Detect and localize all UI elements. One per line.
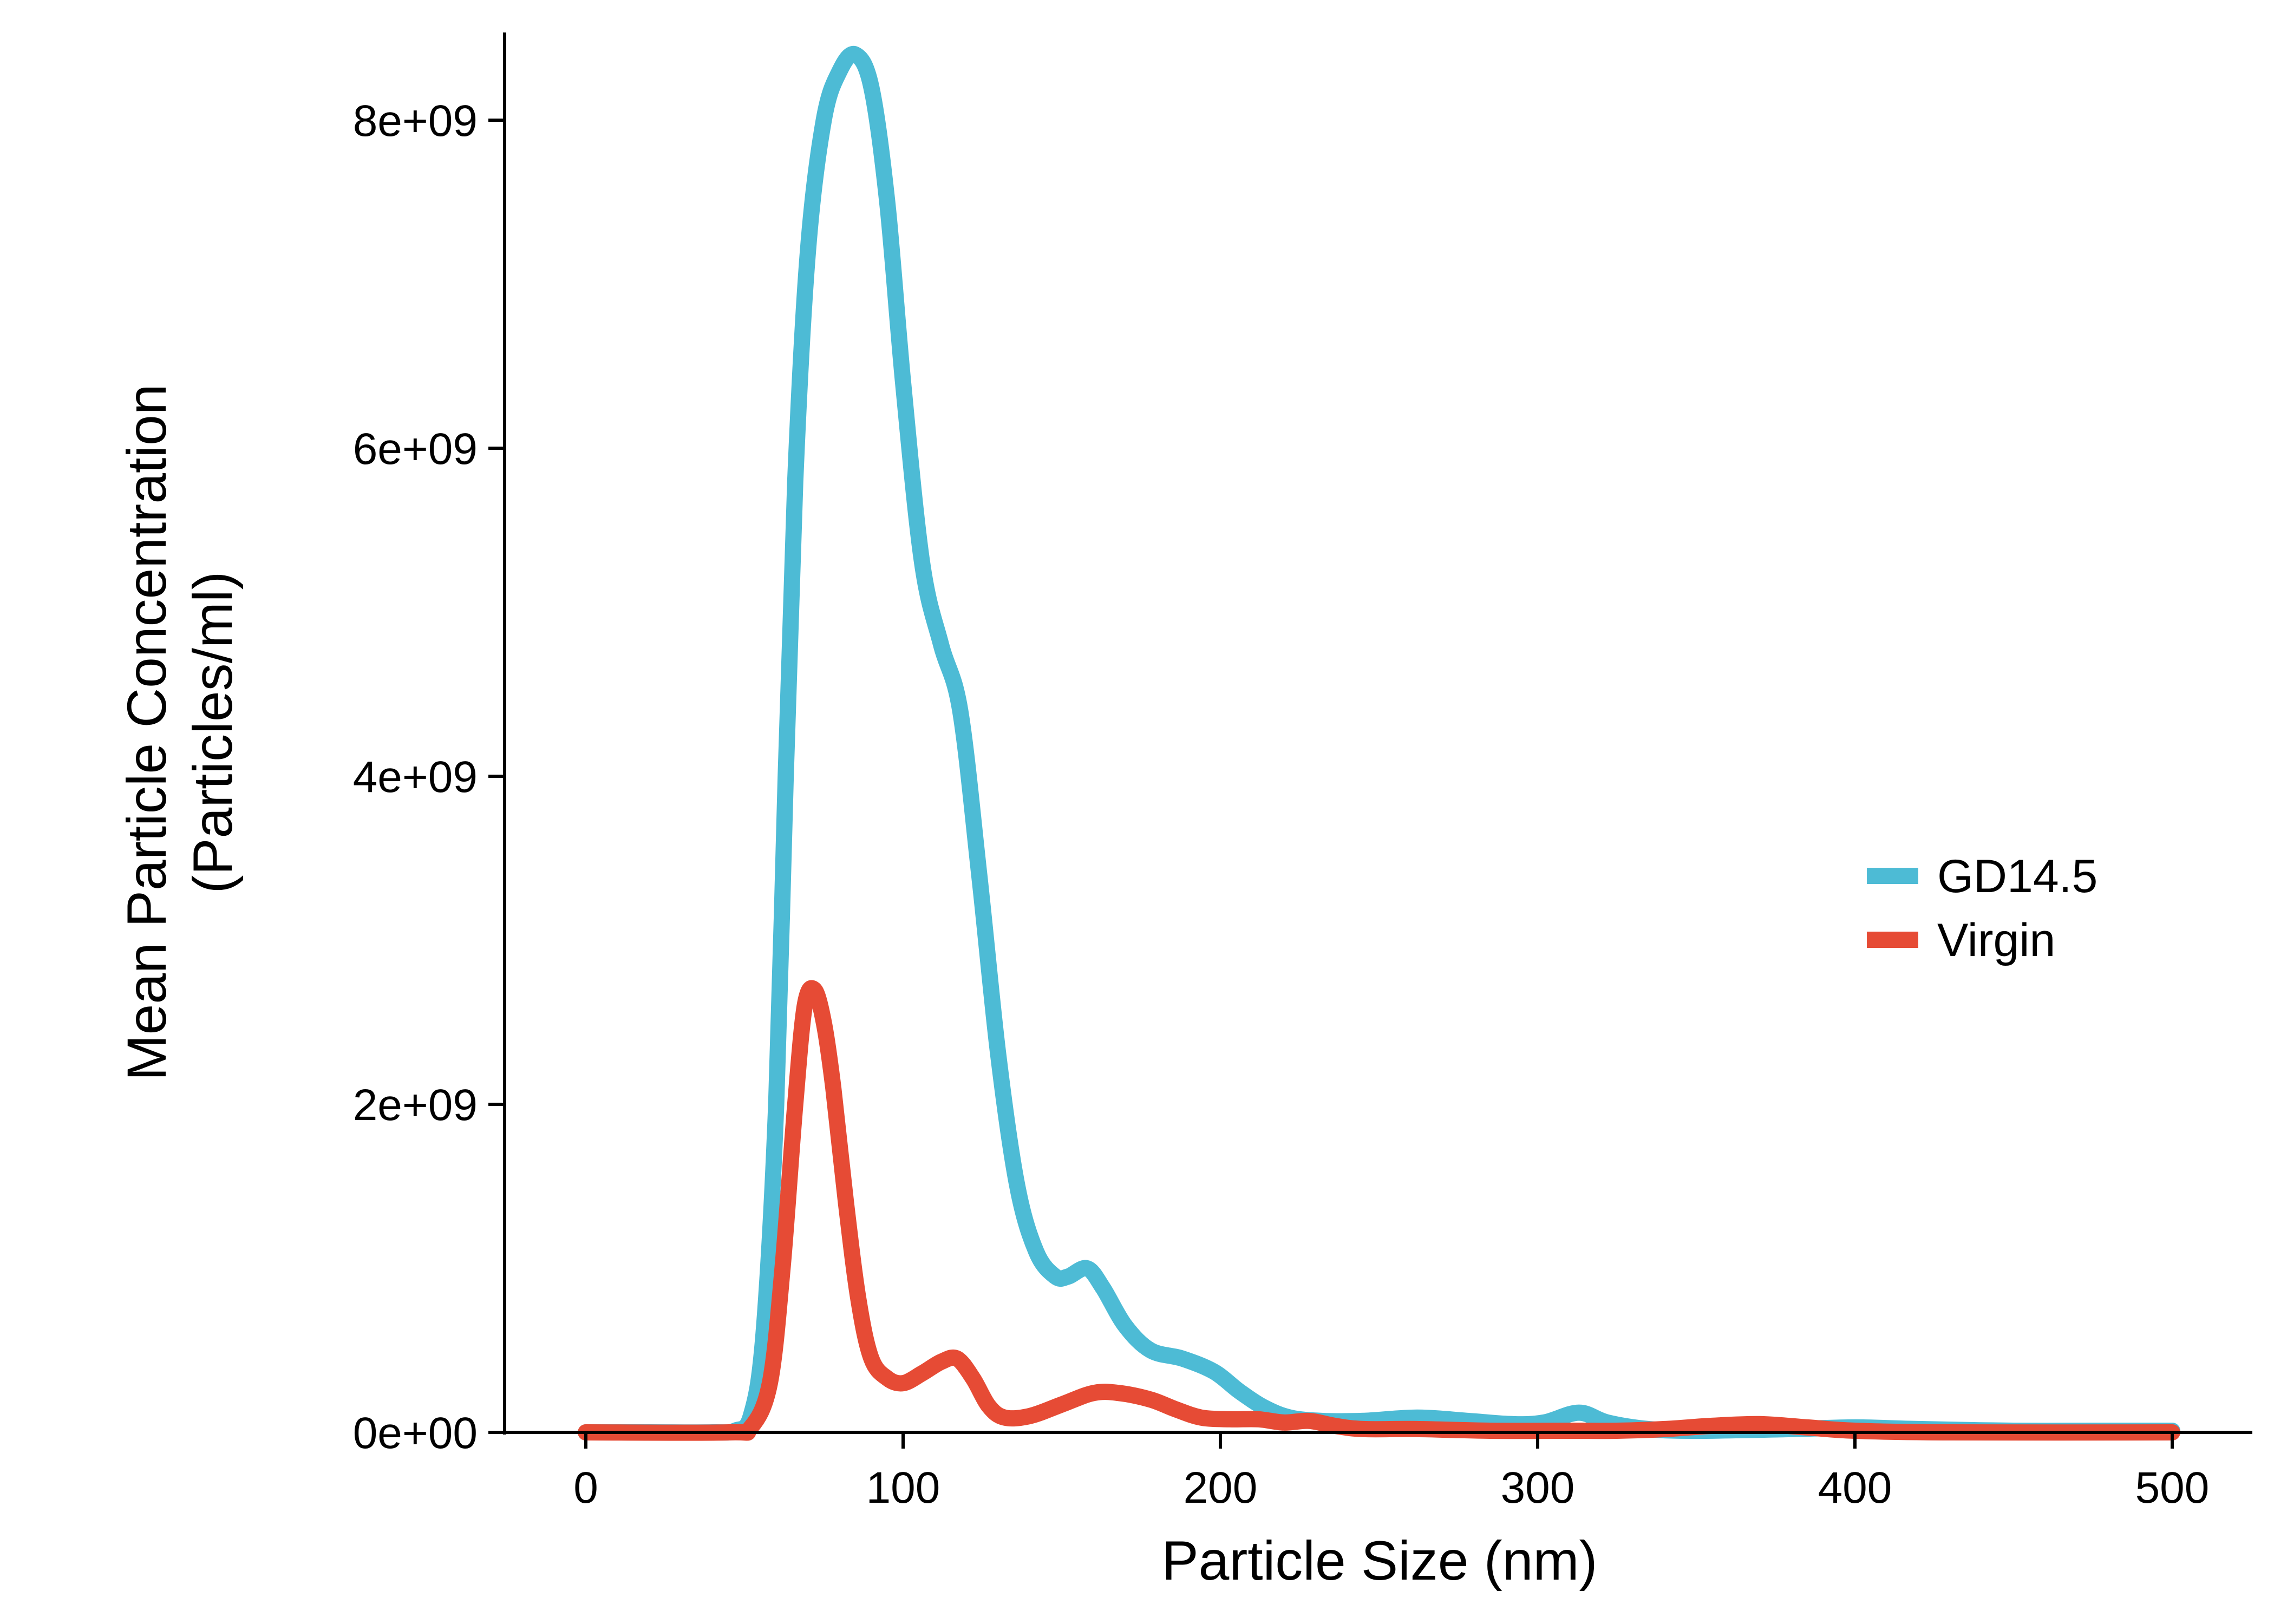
legend-label: Virgin — [1937, 914, 2055, 966]
series-line-virgin — [578, 980, 2180, 1441]
x-axis-title: Particle Size (nm) — [1162, 1530, 1598, 1592]
y-tick-label: 2e+09 — [353, 1081, 478, 1130]
y-axis-title-line: Mean Particle Concentration — [116, 384, 178, 1081]
series-layer — [578, 46, 2180, 1441]
x-tick-label: 300 — [1501, 1463, 1575, 1512]
y-axis-title: Mean Particle Concentration (Particles/ml… — [116, 384, 244, 1081]
legend-label: GD14.5 — [1937, 850, 2097, 902]
x-tick-label: 200 — [1184, 1463, 1258, 1512]
x-tick-label: 100 — [866, 1463, 940, 1512]
series-line-gd14-5 — [578, 46, 2180, 1441]
y-axis-title-line: (Particles/ml) — [182, 571, 244, 893]
y-tick-label: 6e+09 — [353, 424, 478, 474]
legend: GD14.5 Virgin — [1867, 850, 2097, 966]
x-tick-label: 400 — [1818, 1463, 1892, 1512]
x-tick-label: 0 — [573, 1463, 598, 1512]
y-tick-label: 8e+09 — [353, 96, 478, 146]
ticks-layer: 0 100 200 300 400 500 0e+00 2e+09 4e+09 6e+09 8e+0… — [353, 96, 2210, 1512]
axes-layer — [503, 32, 2252, 1435]
x-tick-label: 500 — [2135, 1463, 2210, 1512]
y-tick-label: 0e+00 — [353, 1409, 478, 1458]
y-tick-label: 4e+09 — [353, 752, 478, 802]
